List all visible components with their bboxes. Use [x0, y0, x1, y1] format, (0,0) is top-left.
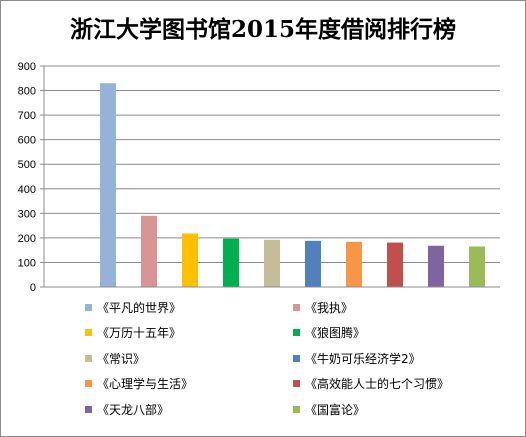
bar-1 — [100, 83, 116, 287]
y-axis-ticks: 0 100 200 300 400 500 600 700 800 900 — [18, 61, 44, 294]
bar-6 — [305, 240, 321, 287]
gridlines — [44, 65, 500, 263]
y-tick-label: 700 — [18, 110, 36, 122]
y-tick-label: 400 — [18, 184, 36, 196]
y-tick-label: 300 — [18, 208, 36, 220]
bar-8 — [387, 242, 403, 287]
bar-3 — [182, 233, 198, 287]
bars — [100, 83, 485, 287]
y-tick-label: 600 — [18, 135, 36, 147]
bar-5 — [264, 239, 280, 287]
y-tick-label: 500 — [18, 159, 36, 171]
bar-7 — [346, 241, 362, 287]
y-tick-label: 200 — [18, 233, 36, 245]
y-tick-label: 0 — [30, 282, 36, 294]
bar-10 — [469, 246, 485, 287]
y-tick-label: 800 — [18, 86, 36, 98]
chart-title: 浙江大学图书馆2015年度借阅排行榜 — [69, 16, 456, 43]
bar-9 — [428, 245, 444, 287]
bar-4 — [223, 238, 239, 287]
bar-2 — [141, 215, 157, 287]
y-tick-label: 900 — [18, 61, 36, 73]
y-tick-label: 100 — [18, 257, 36, 269]
